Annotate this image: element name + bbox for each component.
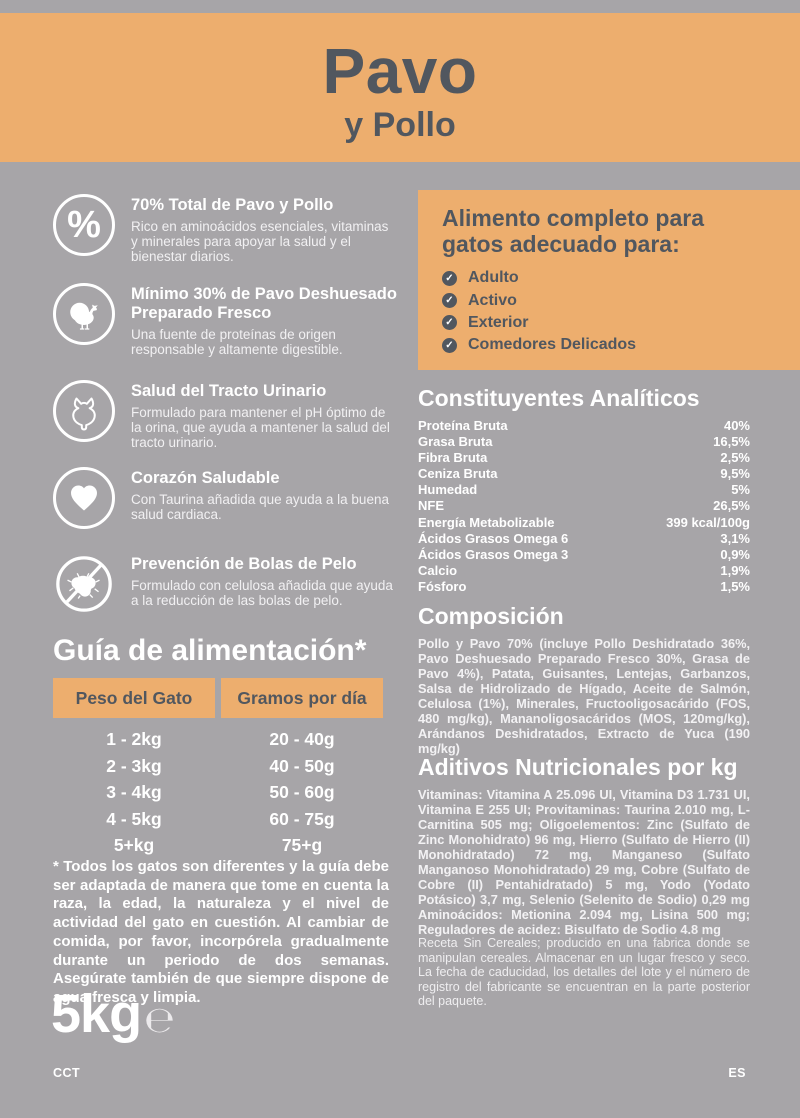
feeding-guide-table: Peso del Gato Gramos por día 1 - 2kg 20 … bbox=[53, 678, 383, 859]
analytical-row: Fibra Bruta 2,5% bbox=[418, 450, 750, 466]
composition-section: Composición Pollo y Pavo 70% (incluye Po… bbox=[418, 603, 750, 756]
feature-body: Una fuente de proteínas de origen respon… bbox=[131, 327, 343, 358]
composition-body: Pollo y Pavo 70% (incluye Pollo Deshidra… bbox=[418, 636, 750, 756]
feature-fresh-turkey: Mínimo 30% de Pavo Deshuesado Preparado … bbox=[53, 283, 398, 357]
storage-note: Receta Sin Cereales; producido en una fa… bbox=[418, 936, 750, 1009]
footer-code-left: CCT bbox=[53, 1066, 81, 1080]
suitability-item-adulto: ✓ Adulto bbox=[442, 267, 776, 289]
additives-section: Aditivos Nutricionales por kg Vitaminas:… bbox=[418, 754, 750, 937]
feeding-guide-footnote: * Todos los gatos son diferentes y la gu… bbox=[53, 858, 389, 1006]
footer-language-code: ES bbox=[728, 1066, 746, 1080]
analytical-constituents: Constituyentes Analíticos Proteína Bruta… bbox=[418, 385, 750, 595]
table-row: 2 - 3kg 40 - 50g bbox=[106, 755, 335, 776]
section-title: Composición bbox=[418, 603, 564, 629]
column-header-weight: Peso del Gato bbox=[53, 678, 215, 718]
feeding-guide-title: Guía de alimentación* bbox=[53, 634, 367, 667]
analytical-row: NFE 26,5% bbox=[418, 498, 750, 514]
weight-value: 5kg bbox=[51, 984, 142, 1044]
turkey-icon bbox=[53, 283, 115, 345]
feature-hairball-prevention: Prevención de Bolas de Pelo Formulado co… bbox=[53, 553, 398, 615]
analytical-row: Proteína Bruta 40% bbox=[418, 418, 750, 433]
feature-body: Con Taurina añadida que ayuda a la buena… bbox=[131, 492, 389, 523]
table-row: 4 - 5kg 60 - 75g bbox=[106, 808, 335, 829]
analytical-row: Ácidos Grasos Omega 6 3,1% bbox=[418, 530, 750, 546]
suitability-item-comedores-delicados: ✓ Comedores Delicados bbox=[442, 334, 776, 356]
section-title: Aditivos Nutricionales por kg bbox=[418, 754, 738, 780]
net-weight: 5kg ℮ bbox=[51, 983, 175, 1045]
heart-icon bbox=[53, 467, 115, 529]
analytical-row: Energía Metabolizable 399 kcal/100g bbox=[418, 514, 750, 530]
check-icon: ✓ bbox=[442, 270, 457, 286]
section-title: Constituyentes Analíticos bbox=[418, 385, 700, 411]
estimated-sign: ℮ bbox=[144, 1000, 175, 1041]
suitability-title: Alimento completo para gatos adecuado pa… bbox=[442, 205, 704, 257]
check-icon: ✓ bbox=[442, 293, 457, 309]
check-icon: ✓ bbox=[442, 315, 457, 331]
check-icon: ✓ bbox=[442, 337, 457, 353]
feature-protein-total: % 70% Total de Pavo y Pollo Rico en amin… bbox=[53, 194, 398, 265]
table-row: 1 - 2kg 20 - 40g bbox=[106, 729, 335, 749]
feature-title: 70% Total de Pavo y Pollo bbox=[131, 196, 334, 214]
column-header-grams: Gramos por día bbox=[221, 678, 383, 718]
analytical-row: Ceniza Bruta 9,5% bbox=[418, 466, 750, 482]
feature-title: Prevención de Bolas de Pelo bbox=[131, 555, 357, 573]
percent-icon: % bbox=[53, 194, 115, 256]
analytical-row: Grasa Bruta 16,5% bbox=[418, 434, 750, 450]
table-row: 3 - 4kg 50 - 60g bbox=[106, 782, 335, 802]
feature-body: Formulado con celulosa añadida que ayuda… bbox=[131, 578, 393, 609]
feature-title: Salud del Tracto Urinario bbox=[131, 382, 327, 400]
hairball-icon bbox=[53, 553, 115, 615]
suitability-item-activo: ✓ Activo bbox=[442, 289, 776, 311]
analytical-row: Humedad 5% bbox=[418, 482, 750, 498]
analytical-row: Fósforo 1,5% bbox=[418, 578, 750, 594]
feature-body: Rico en aminoácidos esenciales, vitamina… bbox=[131, 219, 389, 265]
feature-urinary-health: Salud del Tracto Urinario Formulado para… bbox=[53, 380, 398, 451]
bladder-icon bbox=[53, 380, 115, 442]
analytical-row: Calcio 1,9% bbox=[418, 562, 750, 578]
feature-body: Formulado para mantener el pH óptimo de … bbox=[131, 405, 390, 451]
suitability-item-exterior: ✓ Exterior bbox=[442, 312, 776, 334]
additives-body: Vitaminas: Vitamina A 25.096 UI, Vitamin… bbox=[418, 787, 750, 937]
feature-heart-health: Corazón Saludable Con Taurina añadida qu… bbox=[53, 467, 398, 529]
header-band: Pavo y Pollo bbox=[0, 13, 800, 162]
analytical-row: Ácidos Grasos Omega 3 0,9% bbox=[418, 546, 750, 562]
suitability-box: Alimento completo para gatos adecuado pa… bbox=[418, 190, 800, 370]
table-row: 5+kg 75+g bbox=[113, 835, 323, 855]
product-title: Pavo bbox=[322, 35, 478, 107]
product-subtitle: y Pollo bbox=[344, 106, 456, 144]
feature-title: Corazón Saludable bbox=[131, 469, 280, 487]
feature-title: Mínimo 30% de Pavo Deshuesado Preparado … bbox=[131, 285, 397, 322]
